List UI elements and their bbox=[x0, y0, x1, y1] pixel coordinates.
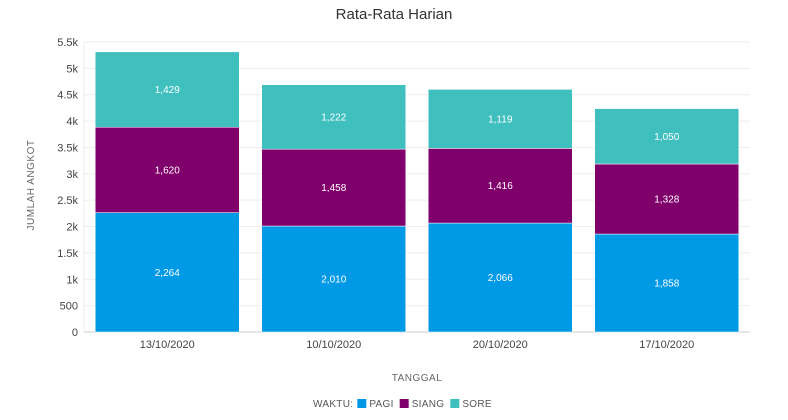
bar-value-label: 1,328 bbox=[654, 195, 679, 206]
y-tick-label: 3k bbox=[66, 169, 78, 181]
y-tick-label: 1k bbox=[66, 274, 78, 286]
x-axis-label: TANGGAL bbox=[392, 373, 443, 384]
bar-value-label: 2,010 bbox=[321, 275, 346, 286]
bar-value-label: 2,066 bbox=[488, 273, 513, 284]
legend-swatch-sore[interactable] bbox=[450, 399, 460, 408]
bar-segment-sore[interactable] bbox=[427, 89, 573, 149]
chart-title: Rata-Rata Harian bbox=[336, 6, 453, 23]
bar-segment-pagi[interactable] bbox=[261, 225, 407, 333]
legend-swatch-pagi[interactable] bbox=[357, 399, 367, 408]
bar-value-label: 1,416 bbox=[488, 181, 513, 192]
x-axis-ticks: 13/10/2020 10/10/2020 20/10/2020 17/10/2020 bbox=[140, 339, 695, 351]
bar-value-label: 1,050 bbox=[654, 132, 679, 143]
y-tick-label: 5.5k bbox=[57, 37, 78, 49]
bar-value-label: 2,264 bbox=[155, 268, 180, 279]
bar-value-label: 1,222 bbox=[321, 112, 346, 123]
bar-segment-pagi[interactable] bbox=[427, 222, 573, 333]
bar-value-label: 1,620 bbox=[155, 165, 180, 176]
bar-segment-pagi[interactable] bbox=[94, 212, 240, 333]
y-tick-label: 2k bbox=[66, 222, 78, 234]
bar-segment-pagi[interactable] bbox=[594, 233, 740, 333]
y-tick-label: 3.5k bbox=[57, 142, 78, 154]
y-tick-label: 1.5k bbox=[57, 248, 78, 260]
bar-value-label: 1,458 bbox=[321, 183, 346, 194]
bars-layer: 2,264 1,620 1,429 2,010 1,458 1,222 2,066 1,416… bbox=[94, 51, 740, 333]
legend-item-sore[interactable]: SORE bbox=[462, 399, 492, 410]
x-tick-label: 10/10/2020 bbox=[306, 339, 361, 351]
y-tick-label: 500 bbox=[60, 301, 78, 313]
bar-value-label: 1,858 bbox=[654, 279, 679, 290]
bar-segment-sore[interactable] bbox=[94, 51, 240, 128]
y-axis-label: JUMLAH ANGKOT bbox=[26, 140, 37, 231]
y-tick-label: 4.5k bbox=[57, 90, 78, 102]
y-tick-label: 4k bbox=[66, 116, 78, 128]
x-tick-label: 13/10/2020 bbox=[140, 339, 195, 351]
y-tick-label: 2.5k bbox=[57, 195, 78, 207]
y-tick-label: 5k bbox=[66, 63, 78, 75]
legend-swatch-siang[interactable] bbox=[399, 399, 409, 408]
bar-value-label: 1,119 bbox=[488, 114, 513, 125]
legend-item-siang[interactable]: SIANG bbox=[412, 399, 445, 410]
bar-segment-sore[interactable] bbox=[261, 84, 407, 150]
bar-segment-siang[interactable] bbox=[94, 126, 240, 213]
bar-segment-sore[interactable] bbox=[594, 108, 740, 165]
x-tick-label: 20/10/2020 bbox=[473, 339, 528, 351]
legend-title: WAKTU: bbox=[313, 399, 353, 410]
legend-item-pagi[interactable]: PAGI bbox=[369, 399, 393, 410]
y-tick-label: 0 bbox=[72, 327, 78, 339]
bar-segment-siang[interactable] bbox=[261, 148, 407, 227]
y-axis-ticks: 0 500 1k 1.5k 2k 2.5k 3k 3.5k 4k 4.5k 5k 5.5k bbox=[57, 37, 78, 339]
bar-value-label: 1,429 bbox=[155, 85, 180, 96]
bar-segment-siang[interactable] bbox=[427, 148, 573, 224]
x-tick-label: 17/10/2020 bbox=[639, 339, 694, 351]
legend: WAKTU: PAGI SIANG SORE bbox=[313, 399, 492, 410]
